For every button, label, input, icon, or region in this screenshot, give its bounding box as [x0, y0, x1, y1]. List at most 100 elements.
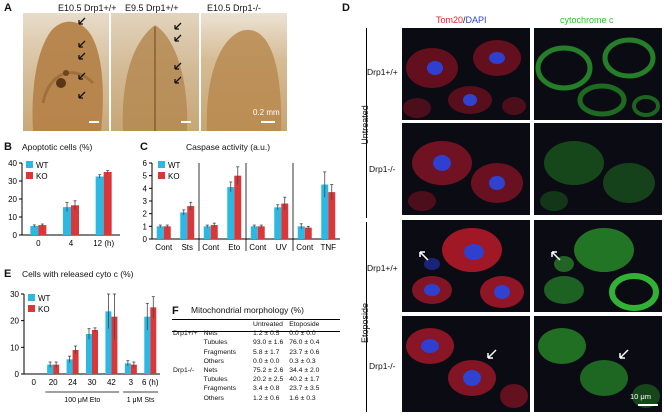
y-tick-label: 10: [8, 213, 17, 222]
panel-f-title: Mitochondrial morphology (%): [191, 305, 304, 315]
etoposide-cell: 40.2 ± 1.7: [289, 376, 320, 384]
panel-a-title-1: E10.5 Drp1+/+: [58, 3, 117, 13]
legend-label-wt: WT: [36, 161, 49, 170]
genotype-cell: [170, 384, 201, 393]
table-row: Drp1+/+ Nets 1.2 ± 0.5 0.0 ± 0.0: [170, 329, 322, 338]
header-untreated: Untreated: [253, 321, 283, 328]
y-tick-label: 20: [8, 195, 17, 204]
y-tick-label: 40: [8, 159, 17, 168]
table-row: Tubules 20.2 ± 2.5 40.2 ± 1.7: [170, 375, 322, 384]
bar-ko: [130, 364, 137, 374]
bar-wt: [321, 184, 329, 239]
bar-wt: [124, 363, 131, 374]
micrograph-r3-tom20: [402, 220, 530, 312]
table-row: Drp1-/- Nets 75.2 ± 2.6 34.4 ± 2.0: [170, 366, 322, 375]
bar-ko: [53, 364, 60, 374]
embryo-drawing-2: [122, 22, 191, 131]
untreated-cell: 1.2 ± 0.5: [253, 330, 280, 338]
legend-swatch-ko: [28, 305, 35, 312]
x-tick-label: 42: [107, 378, 116, 387]
legend-swatch-wt: [26, 161, 33, 168]
micrograph-r4-tom20: [402, 316, 530, 412]
legend-label-ko: KO: [36, 172, 48, 181]
row-label-4: Drp1-/-: [369, 361, 396, 371]
group-label-sts: 1 μM Sts: [127, 397, 155, 404]
x-tick-label: 4: [69, 239, 74, 248]
bar-wt: [144, 316, 151, 374]
etoposide-cell: 0.0 ± 0.0: [289, 330, 316, 338]
y-tick-label: 6: [143, 159, 148, 168]
micrograph-r4-cytc: 10 μm: [534, 316, 662, 412]
bar-ko: [210, 225, 218, 239]
untreated-cell: 20.2 ± 2.5: [253, 376, 284, 384]
x-tick-label: 0: [31, 378, 36, 387]
panel-a-title-3: E10.5 Drp1-/-: [207, 3, 262, 13]
x-tick-label: Cont: [249, 243, 267, 252]
etoposide-cell: 1.6 ± 0.3: [289, 394, 316, 402]
bar-ko: [328, 192, 336, 239]
x-tick-label: Sts: [181, 243, 193, 252]
panel-f-letter: F: [172, 305, 179, 317]
legend-swatch-ko: [26, 172, 33, 179]
panel-a-title-2: E9.5 Drp1+/+: [125, 3, 179, 13]
x-tick-label: TNF: [320, 243, 336, 252]
x-tick-label: UV: [276, 243, 288, 252]
col-title-tom20: Tom20: [436, 15, 464, 25]
untreated-cell: 75.2 ± 2.6: [253, 367, 284, 375]
bar-wt: [227, 187, 235, 239]
legend-label-wt: WT: [168, 161, 181, 170]
table-row: Others 0.0 ± 0.0 0.3 ± 0.3: [170, 357, 322, 366]
x-tick-label: Cont: [202, 243, 220, 252]
micrograph-r1-cytc: [534, 28, 662, 120]
header-etoposide: Etoposide: [289, 321, 320, 328]
col-title-slash: /: [463, 15, 466, 25]
y-tick-label: 5: [143, 172, 148, 181]
y-tick-label: 30: [8, 177, 17, 186]
y-tick-label: 1: [143, 222, 148, 231]
morphology-cell: Fragments: [203, 348, 237, 356]
panel-a-letter: A: [4, 2, 12, 14]
legend-swatch-wt: [28, 294, 35, 301]
bar-ko: [187, 206, 195, 239]
legend-label-wt: WT: [38, 294, 51, 303]
embryo-image-ko-e105: 0.2 mm: [201, 13, 287, 131]
genotype-cell: [170, 348, 201, 357]
morphology-cell: Others: [203, 394, 224, 402]
etoposide-cell: 23.7 ± 0.6: [289, 348, 320, 356]
row-label-3: Drp1+/+: [367, 263, 398, 273]
bar-wt: [105, 311, 112, 374]
bar-wt: [30, 226, 39, 235]
bar-wt: [86, 334, 92, 374]
genotype-cell: [170, 338, 201, 347]
panel-e-chart: 0 10 20 30 0 20 24 30 42 3 6 (h) WT KO 100 μM Eto 1 μM…: [10, 290, 160, 404]
table-row: Tubules 93.0 ± 1.6 76.0 ± 0.4: [170, 338, 322, 347]
y-tick-label: 0: [13, 231, 18, 240]
genotype-cell: Drp1+/+: [173, 330, 198, 338]
etoposide-cell: 0.3 ± 0.3: [289, 357, 316, 365]
y-tick-label: 0: [15, 370, 20, 379]
genotype-cell: [170, 357, 201, 366]
x-tick-label: 20: [49, 378, 58, 387]
panel-c-chart: 0 1 2 3 4 5 6 Cont Sts Cont Eto Cont UV Cont TNF WT KO: [143, 159, 340, 252]
genotype-cell: [170, 375, 201, 384]
embryo-drawing-1: [32, 17, 103, 131]
legend-swatch-wt: [158, 161, 165, 168]
bar-wt: [95, 176, 104, 235]
panel-e-letter: E: [4, 268, 12, 280]
bar-ko: [304, 227, 312, 239]
untreated-cell: 1.2 ± 0.6: [253, 394, 280, 402]
bar-wt: [180, 212, 188, 239]
y-tick-label: 4: [143, 184, 148, 193]
bar-wt: [203, 226, 211, 239]
panel-d-letter: D: [342, 2, 350, 14]
genotype-cell: [170, 394, 201, 403]
col-title-cytc: cytochrome c: [560, 15, 614, 25]
x-tick-label: 12 (h): [93, 239, 114, 248]
bar-ko: [92, 330, 98, 374]
group-bar-etoposide: [366, 222, 367, 412]
micrograph-r2-tom20: [402, 123, 530, 215]
bar-ko: [38, 225, 47, 235]
embryo-image-wt-e95: [111, 13, 199, 131]
legend-label-ko: KO: [168, 172, 180, 181]
bar-ko: [111, 316, 118, 374]
